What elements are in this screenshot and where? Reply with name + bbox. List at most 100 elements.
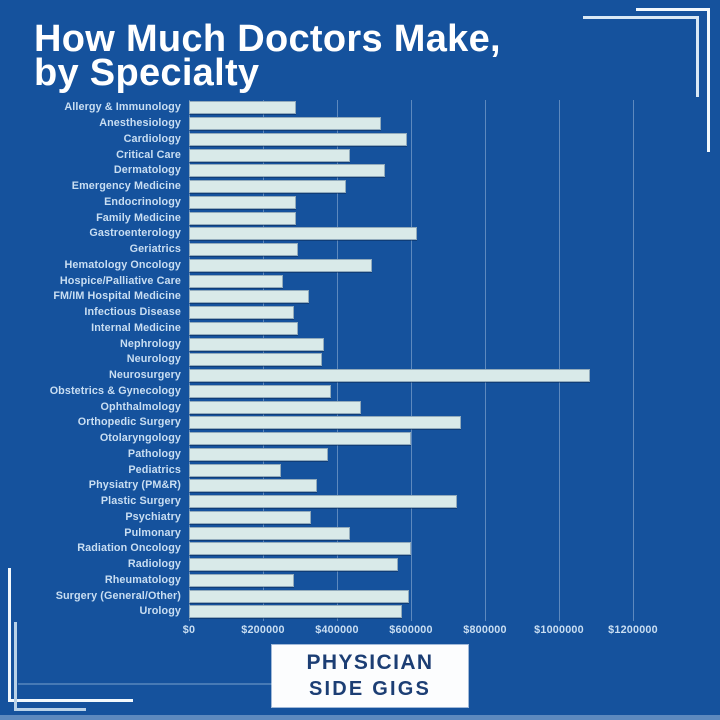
corner-bracket-bottom-left-outer-vertical [8,568,11,702]
bar-track [189,479,660,493]
value-bar [189,526,350,540]
specialty-label: Radiology [127,558,181,571]
specialty-row: Infectious Disease [0,305,660,321]
specialty-row: Family Medicine [0,210,660,226]
bar-track [189,510,660,524]
value-bar [189,306,295,320]
value-bar [189,211,297,225]
specialty-label: Nephrology [120,337,181,350]
specialty-label: Neurosurgery [108,369,181,382]
corner-bracket-top-right-inner-vertical [696,16,699,97]
value-bar [189,337,325,351]
bar-track [189,463,660,477]
specialty-label: Urology [139,605,181,618]
value-bar [189,558,399,572]
specialty-row: Gastroenterology [0,226,660,242]
specialty-row: Pediatrics [0,462,660,478]
specialty-label: Hematology Oncology [64,258,181,271]
specialty-row: Critical Care [0,147,660,163]
logo-line2: SIDE GIGS [308,677,432,700]
value-bar [189,164,386,178]
bar-track [189,164,660,178]
specialty-label: Anesthesiology [99,117,181,130]
value-bar [189,510,312,524]
value-bar [189,180,347,194]
value-bar [189,479,317,493]
specialty-label: Pediatrics [128,463,181,476]
specialty-label: FM/IM Hospital Medicine [53,290,181,303]
decorative-faint-line [18,683,293,685]
page-title: How Much Doctors Make, by Specialty [34,20,501,92]
specialty-row: Endocrinology [0,195,660,211]
bar-track [189,290,660,304]
bar-chart: Allergy & Immunology Anesthesiology Card… [0,100,660,620]
value-bar [189,274,284,288]
value-bar [189,132,408,146]
bar-track [189,180,660,194]
specialty-label: Infectious Disease [84,306,181,319]
x-axis-tick-label: $1000000 [534,624,584,636]
value-bar [189,463,282,477]
value-bar [189,227,417,241]
bar-track [189,132,660,146]
specialty-row: Anesthesiology [0,116,660,132]
logo-physician-side-gigs: PHYSICIAN SIDE GIGS [272,645,468,707]
specialty-label: Rheumatology [104,573,181,586]
specialty-row: Nephrology [0,336,660,352]
value-bar [189,605,402,619]
specialty-label: Psychiatry [125,510,181,523]
specialty-label: Orthopedic Surgery [77,416,181,429]
value-bar [189,101,297,115]
specialty-row: Pulmonary [0,525,660,541]
specialty-row: Orthopedic Surgery [0,415,660,431]
x-axis-tick-label: $400000 [315,624,359,636]
bar-track [189,589,660,603]
specialty-label: Cardiology [123,132,181,145]
value-bar [189,117,382,131]
x-axis-tick-label: $0 [182,624,196,636]
specialty-row: Ophthalmology [0,399,660,415]
specialty-label: Internal Medicine [91,321,181,334]
corner-bracket-top-right-inner-horizontal [583,16,699,19]
bar-track [189,558,660,572]
value-bar [189,573,295,587]
bar-track [189,211,660,225]
specialty-label: Obstetrics & Gynecology [49,384,181,397]
bar-track [189,274,660,288]
page-title-line1: How Much Doctors Make, [34,18,501,60]
value-bar [189,447,328,461]
bar-track [189,101,660,115]
specialty-row: Internal Medicine [0,321,660,337]
bar-track [189,400,660,414]
specialty-label: Emergency Medicine [71,180,181,193]
value-bar [189,495,458,509]
value-bar [189,400,362,414]
corner-bracket-top-right-outer-horizontal [636,8,710,11]
specialty-row: Hospice/Palliative Care [0,273,660,289]
bar-track [189,306,660,320]
specialty-label: Neurology [126,353,181,366]
specialty-row: FM/IM Hospital Medicine [0,289,660,305]
logo-line1: PHYSICIAN [306,651,434,675]
bar-track [189,117,660,131]
bar-track [189,243,660,257]
specialty-row: Urology [0,604,660,620]
x-axis-tick-label: $200000 [241,624,285,636]
value-bar [189,542,411,556]
specialty-label: Plastic Surgery [100,495,181,508]
bar-track [189,526,660,540]
x-axis-tick-label: $1200000 [608,624,658,636]
specialty-row: Obstetrics & Gynecology [0,384,660,400]
specialty-label: Radiation Oncology [77,542,181,555]
specialty-label: Dermatology [113,164,181,177]
bar-track [189,148,660,162]
bar-track [189,447,660,461]
bar-track [189,432,660,446]
value-bar [189,258,373,272]
specialty-row: Dermatology [0,163,660,179]
specialty-row: Neurosurgery [0,368,660,384]
value-bar [189,195,297,209]
corner-bracket-bottom-left-inner-vertical [14,622,17,711]
specialty-row: Plastic Surgery [0,494,660,510]
specialty-label: Otolaryngology [99,432,181,445]
